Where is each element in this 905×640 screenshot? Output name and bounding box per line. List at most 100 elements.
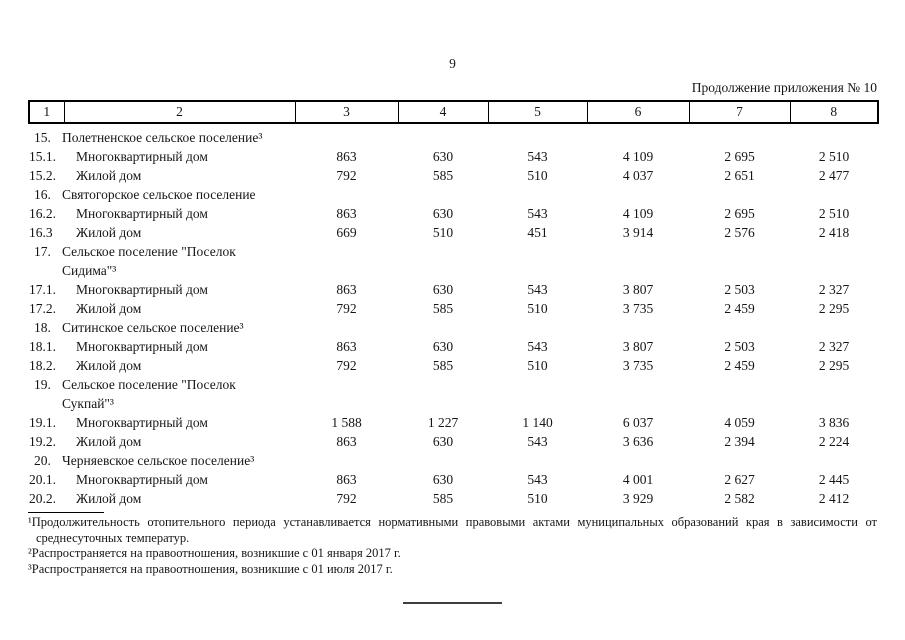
footnotes-block: ¹Продолжительность отопительного периода… [28, 512, 877, 577]
row-value: 4 109 [622, 206, 654, 221]
row-value: 630 [432, 434, 454, 449]
row-value: 630 [432, 149, 454, 164]
row-value: 2 477 [818, 168, 850, 183]
row-value [790, 242, 878, 280]
column-number-4: 4 [397, 100, 489, 124]
row-value: 3 914 [622, 225, 654, 240]
row-name-cell: 17. Сельское поселение "Поселок Сидима"³ [29, 242, 295, 280]
row-value [689, 242, 790, 280]
row-number: 16.2. [29, 206, 56, 221]
row-value [488, 242, 587, 280]
row-name-cell: 16. Святогорское сельское поселение [29, 185, 295, 204]
row-value [689, 318, 790, 337]
row-number: 20.1. [29, 472, 56, 487]
row-value: 2 510 [818, 149, 850, 164]
row-value: 543 [527, 149, 548, 164]
row-value: 510 [527, 301, 548, 316]
row-number: 19.2. [29, 434, 56, 449]
table-header: 1 2 3 4 5 6 7 8 [28, 100, 879, 124]
row-value [488, 185, 587, 204]
table-row: 16. Святогорское сельское поселение [29, 185, 878, 204]
row-value: 2 295 [818, 358, 850, 373]
row-value: 4 109 [622, 149, 654, 164]
row-value: 2 503 [724, 339, 755, 354]
row-value: 3 735 [622, 358, 654, 373]
table-row: 18. Ситинское сельское поселение³ [29, 318, 878, 337]
column-number-5: 5 [487, 100, 588, 124]
row-label: Жилой дом [76, 168, 142, 183]
row-number: 17.2. [29, 301, 56, 316]
row-value: 543 [527, 434, 548, 449]
row-name-cell: 19.1. Многоквартирный дом [29, 413, 295, 432]
table-header-row: 1 2 3 4 5 6 7 8 [28, 100, 879, 124]
row-value: 543 [527, 339, 548, 354]
bottom-separator-line [403, 602, 502, 604]
row-value: 669 [336, 225, 357, 240]
table-row: 18.2. Жилой дом 792 585 510 3 735 2 459 2… [29, 356, 878, 375]
table-row: 20. Черняевское сельское поселение³ [29, 451, 878, 470]
row-name-cell: 18. Ситинское сельское поселение³ [29, 318, 295, 337]
row-value: 2 295 [818, 301, 850, 316]
footnote-1: ¹Продолжительность отопительного периода… [28, 515, 877, 545]
row-value: 543 [527, 472, 548, 487]
row-value: 630 [432, 472, 454, 487]
row-value: 2 327 [818, 282, 850, 297]
footnote-2: ²Распространяется на правоотношения, воз… [28, 546, 401, 560]
footnote-separator-line [28, 512, 104, 514]
table-row: 17. Сельское поселение "Поселок Сидима"³ [29, 242, 878, 280]
row-value: 2 459 [724, 301, 755, 316]
row-value: 2 394 [724, 434, 755, 449]
row-value [295, 375, 398, 413]
row-value: 510 [527, 358, 548, 373]
row-value: 543 [527, 282, 548, 297]
row-number: 16. [34, 187, 51, 202]
column-number-6: 6 [586, 100, 690, 124]
row-value: 2 651 [724, 168, 755, 183]
appendix-continuation-label: Продолжение приложения № 10 [691, 80, 877, 95]
row-label: Святогорское сельское поселение [62, 187, 256, 202]
row-name-cell: 17.2. Жилой дом [29, 299, 295, 318]
row-value: 585 [432, 491, 454, 506]
row-value: 792 [336, 491, 357, 506]
row-value [790, 185, 878, 204]
row-number: 18. [34, 320, 51, 335]
row-value [398, 185, 488, 204]
table-row: 19.2. Жилой дом 863 630 543 3 636 2 394 2… [29, 432, 878, 451]
column-number-2: 2 [63, 100, 296, 124]
row-number: 16.3 [29, 225, 53, 240]
row-value: 863 [336, 472, 357, 487]
table-row: 17.1. Многоквартирный дом 863 630 543 3 8… [29, 280, 878, 299]
row-label: Полетненское сельское поселение³ [62, 130, 263, 145]
row-name-cell: 18.1. Многоквартирный дом [29, 337, 295, 356]
row-value: 451 [527, 225, 548, 240]
row-number: 18.2. [29, 358, 56, 373]
row-value: 2 445 [818, 472, 850, 487]
row-value: 1 140 [522, 415, 553, 430]
row-value: 2 582 [724, 491, 755, 506]
row-value [587, 123, 689, 147]
row-value [295, 451, 398, 470]
row-value: 543 [527, 206, 548, 221]
row-value: 2 695 [724, 206, 755, 221]
row-value [790, 375, 878, 413]
row-value: 1 588 [331, 415, 362, 430]
row-value: 3 807 [622, 282, 654, 297]
row-name-cell: 16.3 Жилой дом [29, 223, 295, 242]
row-value: 4 001 [622, 472, 654, 487]
row-value [295, 185, 398, 204]
row-name-cell: 20.2. Жилой дом [29, 489, 295, 508]
row-value: 4 059 [724, 415, 755, 430]
row-number: 20.2. [29, 491, 56, 506]
table-row: 16.3 Жилой дом 669 510 451 3 914 2 576 2 … [29, 223, 878, 242]
row-label: Жилой дом [76, 358, 142, 373]
row-number: 19. [34, 377, 51, 392]
column-number-3: 3 [294, 100, 399, 124]
row-label: Жилой дом [76, 301, 142, 316]
row-value [295, 318, 398, 337]
row-value [398, 451, 488, 470]
row-label: Многоквартирный дом [76, 415, 208, 430]
row-name-cell: 19. Сельское поселение "Поселок Сукпай"³ [29, 375, 295, 413]
row-number: 20. [34, 453, 51, 468]
row-value: 585 [432, 301, 454, 316]
row-value [488, 318, 587, 337]
